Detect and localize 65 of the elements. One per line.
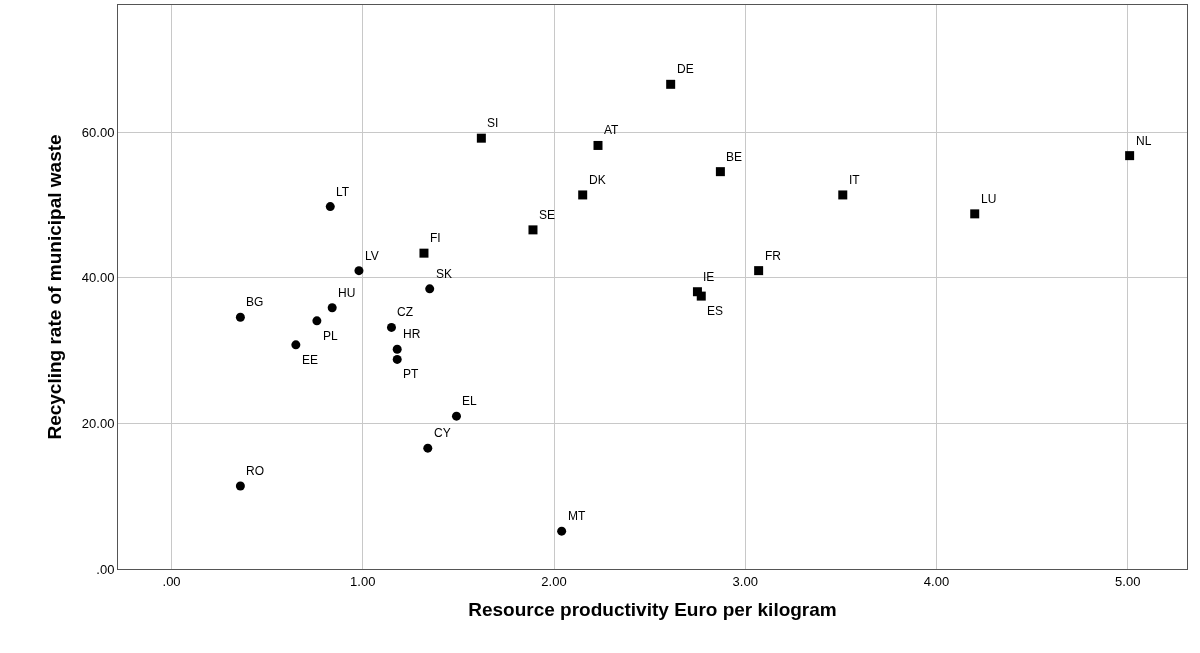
- point: [235, 481, 245, 491]
- point: [528, 225, 538, 235]
- annotation: HU: [338, 286, 356, 300]
- point: [386, 322, 396, 332]
- y-axis-title: Recycling rate of municipal waste: [43, 134, 65, 440]
- annotation: SI: [487, 116, 499, 130]
- point: [696, 291, 706, 301]
- y-tick-label: 40.00: [81, 270, 115, 286]
- point: [754, 266, 764, 276]
- point: [715, 167, 725, 177]
- point: [291, 340, 301, 350]
- x-axis-title: Resource productivity Euro per kilogram: [468, 599, 837, 621]
- point: [392, 354, 402, 364]
- point: [354, 266, 364, 276]
- annotation: PL: [323, 329, 338, 343]
- point: [1125, 151, 1135, 161]
- point: [593, 140, 603, 150]
- x-tick-label: 3.00: [732, 573, 758, 589]
- annotation: DK: [589, 173, 606, 187]
- annotation: BE: [726, 150, 743, 164]
- annotation: NL: [1136, 134, 1152, 148]
- annotation: RO: [246, 464, 264, 478]
- point: [419, 248, 429, 258]
- annotation: EL: [462, 394, 477, 408]
- x-tick-label: .00: [162, 573, 181, 589]
- annotation: DE: [677, 62, 694, 76]
- annotation: BG: [246, 295, 264, 309]
- annotation: MT: [568, 509, 586, 523]
- annotation: SK: [436, 267, 453, 281]
- point: [425, 284, 435, 294]
- x-tick-label: 5.00: [1115, 573, 1141, 589]
- point: [325, 202, 335, 212]
- annotation: LV: [365, 249, 379, 263]
- point: [838, 190, 848, 200]
- point: [557, 526, 567, 536]
- annotation: ES: [707, 304, 724, 318]
- annotation: EE: [302, 353, 319, 367]
- x-tick-label: 1.00: [350, 573, 376, 589]
- point: [970, 209, 980, 219]
- point: [451, 411, 461, 421]
- y-tick-label: 20.00: [81, 416, 115, 431]
- annotation: IT: [849, 173, 861, 187]
- annotation: CY: [434, 426, 451, 440]
- annotation: CZ: [397, 305, 413, 319]
- annotation: IE: [703, 270, 715, 284]
- annotation: FI: [430, 231, 441, 245]
- point: [327, 303, 337, 313]
- x-tick-label: 4.00: [923, 573, 950, 589]
- annotation: FR: [765, 249, 782, 263]
- point: [312, 316, 322, 326]
- annotation: LU: [981, 192, 997, 206]
- annotation: PT: [403, 367, 419, 381]
- point: [235, 312, 245, 322]
- annotation: SE: [539, 208, 556, 222]
- point: [476, 133, 486, 143]
- x-tick-label: 2.00: [541, 573, 567, 589]
- point: [666, 79, 676, 89]
- annotation: AT: [604, 123, 620, 137]
- annotation: LT: [336, 185, 350, 199]
- y-tick-label: .00: [96, 561, 115, 577]
- annotation: HR: [403, 327, 421, 341]
- point: [423, 443, 433, 453]
- y-tick-label: 60.00: [81, 124, 115, 140]
- point: [392, 344, 402, 354]
- point: [578, 190, 588, 200]
